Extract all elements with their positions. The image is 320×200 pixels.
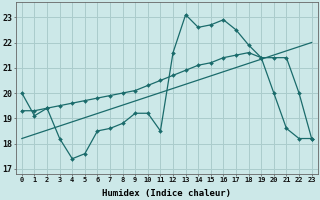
X-axis label: Humidex (Indice chaleur): Humidex (Indice chaleur) [102,189,231,198]
